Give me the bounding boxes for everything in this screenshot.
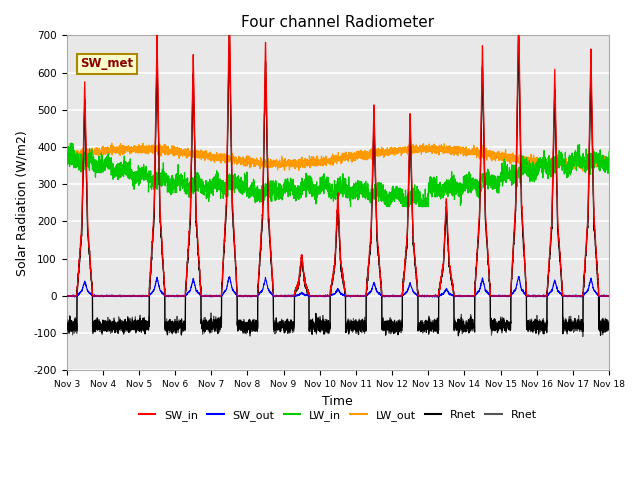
Y-axis label: Solar Radiation (W/m2): Solar Radiation (W/m2) — [15, 130, 28, 276]
X-axis label: Time: Time — [323, 395, 353, 408]
Text: SW_met: SW_met — [80, 57, 133, 70]
Legend: SW_in, SW_out, LW_in, LW_out, Rnet, Rnet: SW_in, SW_out, LW_in, LW_out, Rnet, Rnet — [134, 406, 541, 425]
Title: Four channel Radiometer: Four channel Radiometer — [241, 15, 435, 30]
